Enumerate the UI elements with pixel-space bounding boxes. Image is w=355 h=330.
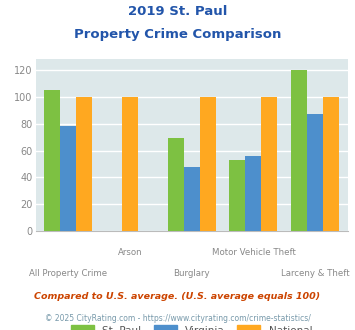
Text: Larceny & Theft: Larceny & Theft (281, 269, 350, 278)
Bar (60, 126, 76, 231)
Bar (245, 156, 261, 231)
Bar (291, 70, 307, 231)
Bar (44, 90, 60, 231)
Text: Burglary: Burglary (173, 269, 210, 278)
Bar (122, 97, 138, 231)
Text: © 2025 CityRating.com - https://www.cityrating.com/crime-statistics/: © 2025 CityRating.com - https://www.city… (45, 314, 310, 323)
Text: Compared to U.S. average. (U.S. average equals 100): Compared to U.S. average. (U.S. average … (34, 292, 321, 301)
Text: Arson: Arson (118, 248, 142, 257)
Bar (76, 97, 92, 231)
Text: All Property Crime: All Property Crime (29, 269, 107, 278)
Text: Motor Vehicle Theft: Motor Vehicle Theft (212, 248, 295, 257)
Bar (323, 97, 339, 231)
Text: 2019 St. Paul: 2019 St. Paul (128, 5, 227, 18)
Bar (229, 160, 245, 231)
Bar (200, 97, 216, 231)
Bar (307, 115, 323, 231)
Bar (184, 167, 200, 231)
Text: Property Crime Comparison: Property Crime Comparison (74, 28, 281, 41)
Legend: St. Paul, Virginia, National: St. Paul, Virginia, National (71, 325, 312, 330)
Bar (261, 97, 277, 231)
Bar (168, 139, 184, 231)
